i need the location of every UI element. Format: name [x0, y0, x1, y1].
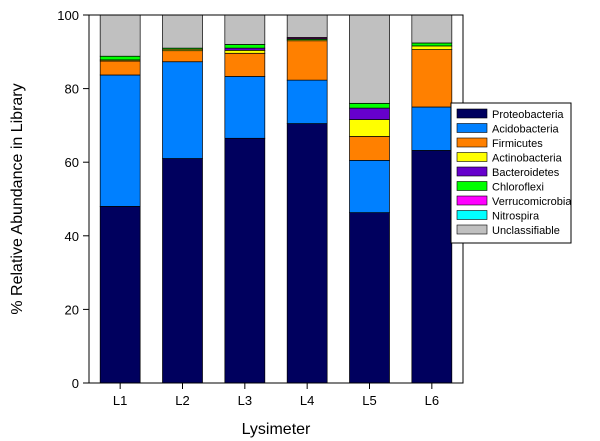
legend-label: Nitrospira [492, 211, 540, 223]
x-axis: L1 L2 L3 L4 L5 L6 [113, 383, 439, 408]
legend-swatch [456, 137, 488, 148]
legend-swatch [456, 152, 488, 162]
bar-segment-proteobacteria-l6 [411, 150, 453, 384]
legend-label: Unclassifiable [492, 225, 560, 237]
bar-segment-unclassifiable-l5 [349, 14, 390, 104]
x-tick-label: L6 [425, 393, 439, 408]
bar-segment-unclassifiable-l4 [286, 14, 328, 38]
legend-swatch [456, 195, 488, 206]
bar-segment-chloroflexi-l5 [349, 102, 390, 109]
bar-segment-chloroflexi-l1 [99, 55, 141, 61]
bar-segment-proteobacteria-l2 [162, 158, 203, 384]
bar-segment-acidobacteria-l5 [349, 160, 390, 213]
y-axis-title: % Relative Abundance in Library [9, 83, 26, 314]
bar-segment-acidobacteria-l4 [286, 79, 328, 124]
y-tick-label: 100 [57, 8, 79, 23]
bar-segment-acidobacteria-l1 [99, 74, 141, 207]
bar-segment-proteobacteria-l4 [286, 123, 328, 384]
bar-segment-acidobacteria-l2 [162, 61, 203, 159]
bar-segment-unclassifiable-l2 [162, 14, 203, 49]
legend-label: Proteobacteria [492, 109, 564, 121]
y-tick-label: 80 [65, 82, 79, 97]
bar-segment-proteobacteria-l3 [224, 137, 266, 384]
bar-segment-actinobacteria-l5 [349, 119, 390, 137]
legend-swatch [456, 123, 488, 133]
bar-segment-unclassifiable-l1 [99, 14, 141, 57]
bar-segment-firmicutes-l3 [224, 52, 266, 77]
y-tick-label: 20 [65, 302, 79, 317]
legend: Proteobacteria Acidobacteria Firmicutes Act… [450, 102, 572, 244]
x-tick-label: L1 [113, 393, 127, 408]
legend-label: Firmicutes [492, 138, 543, 150]
x-axis-title: Lysimeter [242, 421, 311, 438]
bar-segment-actinobacteria-l6 [411, 45, 453, 50]
bar-segment-firmicutes-l2 [162, 50, 203, 63]
bar-segment-chloroflexi-l3 [224, 44, 266, 49]
legend-swatch [456, 108, 488, 119]
legend-swatch [456, 181, 488, 191]
bar-segment-unclassifiable-l6 [411, 14, 453, 44]
x-tick-label: L4 [300, 393, 314, 408]
bars-layer [99, 14, 453, 384]
legend-label: Acidobacteria [492, 124, 560, 136]
x-tick-label: L2 [175, 393, 189, 408]
legend-label: Verrucomicrobia [492, 196, 572, 208]
legend-swatch [456, 210, 488, 220]
bar-segment-acidobacteria-l6 [411, 106, 453, 151]
y-tick-label: 0 [72, 376, 79, 391]
legend-swatch [456, 224, 488, 235]
bar-segment-firmicutes-l5 [349, 136, 390, 161]
bar-segment-firmicutes-l1 [99, 60, 141, 76]
x-tick-label: L5 [362, 393, 376, 408]
legend-swatch [456, 166, 488, 177]
bar-segment-chloroflexi-l6 [411, 42, 453, 47]
y-axis: 0 20 40 60 80 100 [57, 8, 89, 391]
bar-segment-firmicutes-l4 [286, 40, 328, 81]
bar-segment-unclassifiable-l3 [224, 14, 266, 45]
bar-segment-proteobacteria-l1 [99, 206, 141, 384]
legend-label: Bacteroidetes [492, 167, 560, 179]
x-tick-label: L3 [238, 393, 252, 408]
bar-segment-bacteroidetes-l5 [349, 107, 390, 120]
bar-segment-firmicutes-l6 [411, 49, 453, 108]
plot-frame [88, 14, 464, 384]
y-tick-label: 40 [65, 229, 79, 244]
legend-label: Chloroflexi [492, 182, 544, 194]
legend-label: Actinobacteria [492, 153, 563, 165]
y-tick-label: 60 [65, 155, 79, 170]
bar-segment-acidobacteria-l3 [224, 76, 266, 139]
bar-segment-actinobacteria-l3 [224, 49, 266, 54]
bar-segment-proteobacteria-l5 [349, 212, 390, 384]
